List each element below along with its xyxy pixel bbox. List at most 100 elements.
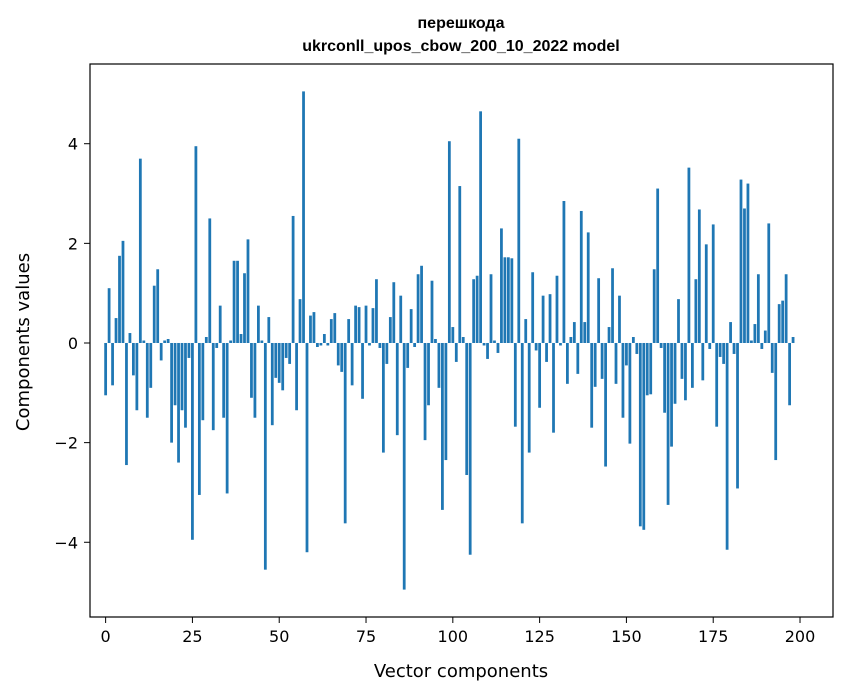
x-axis-label: Vector components	[374, 661, 548, 682]
chart-title-line2: ukrconll_upos_cbow_200_10_2022 model	[302, 38, 619, 55]
chart-title-line1: перешкода	[418, 15, 505, 32]
bar-44	[257, 305, 260, 343]
y-tick-label: 2	[68, 234, 78, 253]
x-tick-label: 200	[785, 627, 816, 646]
bar-136	[576, 342, 580, 374]
bar-109	[482, 342, 486, 346]
bar-162	[666, 342, 670, 505]
bar-37	[232, 260, 236, 343]
bar-67	[336, 342, 340, 366]
bar-72	[354, 305, 357, 343]
bar-108	[479, 111, 482, 343]
bar-4	[118, 255, 121, 343]
bar-179	[725, 342, 729, 550]
bar-55	[295, 342, 298, 411]
bar-186	[750, 340, 753, 343]
bar-23	[184, 342, 187, 428]
bar-187	[753, 324, 757, 343]
bar-52	[284, 342, 288, 358]
bar-3	[114, 318, 118, 343]
bar-20	[173, 342, 177, 406]
bar-131	[559, 342, 562, 346]
bar-60	[312, 312, 316, 343]
bar-148	[618, 295, 621, 343]
y-tick-label: 4	[68, 135, 78, 154]
bar-73	[357, 307, 361, 343]
bar-6	[125, 342, 128, 466]
bar-7	[128, 333, 132, 343]
bar-47	[267, 317, 271, 343]
bar-95	[434, 339, 437, 343]
bar-141	[593, 342, 597, 387]
bar-194	[777, 304, 781, 343]
bar-156	[645, 342, 649, 396]
bar-132	[562, 201, 566, 343]
bar-99	[447, 141, 451, 343]
bar-165	[677, 299, 680, 343]
bar-107	[475, 275, 479, 343]
bar-36	[229, 340, 233, 343]
x-tick-label: 150	[611, 627, 642, 646]
bar-88	[409, 309, 413, 343]
bar-173	[704, 244, 708, 343]
bar-62	[319, 342, 323, 346]
bar-163	[670, 342, 673, 447]
bar-82	[388, 317, 392, 343]
bar-59	[309, 315, 312, 343]
bar-196	[784, 274, 788, 343]
bar-123	[531, 272, 535, 343]
bar-153	[635, 342, 639, 354]
bar-150	[625, 342, 628, 366]
bar-198	[791, 337, 795, 343]
bar-40	[243, 273, 246, 343]
bar-147	[614, 342, 618, 384]
x-tick-label: 50	[269, 627, 289, 646]
bar-127	[545, 342, 548, 362]
bar-38	[236, 260, 239, 343]
bar-191	[767, 223, 771, 343]
bar-18	[166, 339, 170, 343]
bar-114	[500, 228, 503, 343]
bar-138	[583, 322, 587, 343]
bar-77	[371, 308, 375, 343]
bar-110	[486, 342, 489, 359]
x-tick-label: 25	[182, 627, 202, 646]
bar-144	[604, 342, 607, 467]
bar-42	[250, 342, 253, 398]
bar-11	[142, 340, 146, 343]
bar-174	[708, 342, 712, 349]
bar-112	[493, 340, 496, 343]
bar-64	[326, 342, 330, 346]
y-tick-label: −2	[54, 434, 78, 453]
bar-86	[402, 342, 406, 590]
bar-9	[135, 342, 139, 411]
bar-1	[107, 288, 111, 343]
bar-115	[503, 257, 507, 343]
bar-100	[451, 327, 455, 343]
bar-48	[270, 342, 274, 426]
bar-31	[211, 342, 215, 431]
bar-89	[413, 342, 417, 347]
bar-57	[302, 91, 305, 343]
bar-166	[680, 342, 684, 379]
bar-65	[329, 319, 333, 343]
bar-195	[781, 300, 785, 343]
bar-75	[364, 305, 368, 343]
bar-15	[156, 269, 160, 343]
x-tick-label: 125	[524, 627, 555, 646]
bar-171	[697, 209, 701, 343]
bar-176	[715, 342, 719, 427]
bar-93	[427, 342, 430, 406]
bar-21	[177, 342, 180, 463]
bar-103	[461, 337, 465, 343]
bar-101	[454, 342, 458, 362]
bar-46	[263, 342, 267, 570]
bar-85	[399, 295, 403, 343]
bar-124	[534, 342, 538, 351]
bar-135	[572, 322, 576, 343]
bar-50	[277, 342, 281, 383]
bar-170	[694, 279, 698, 343]
bar-61	[316, 342, 319, 347]
bar-106	[472, 279, 476, 343]
bar-104	[465, 342, 469, 476]
